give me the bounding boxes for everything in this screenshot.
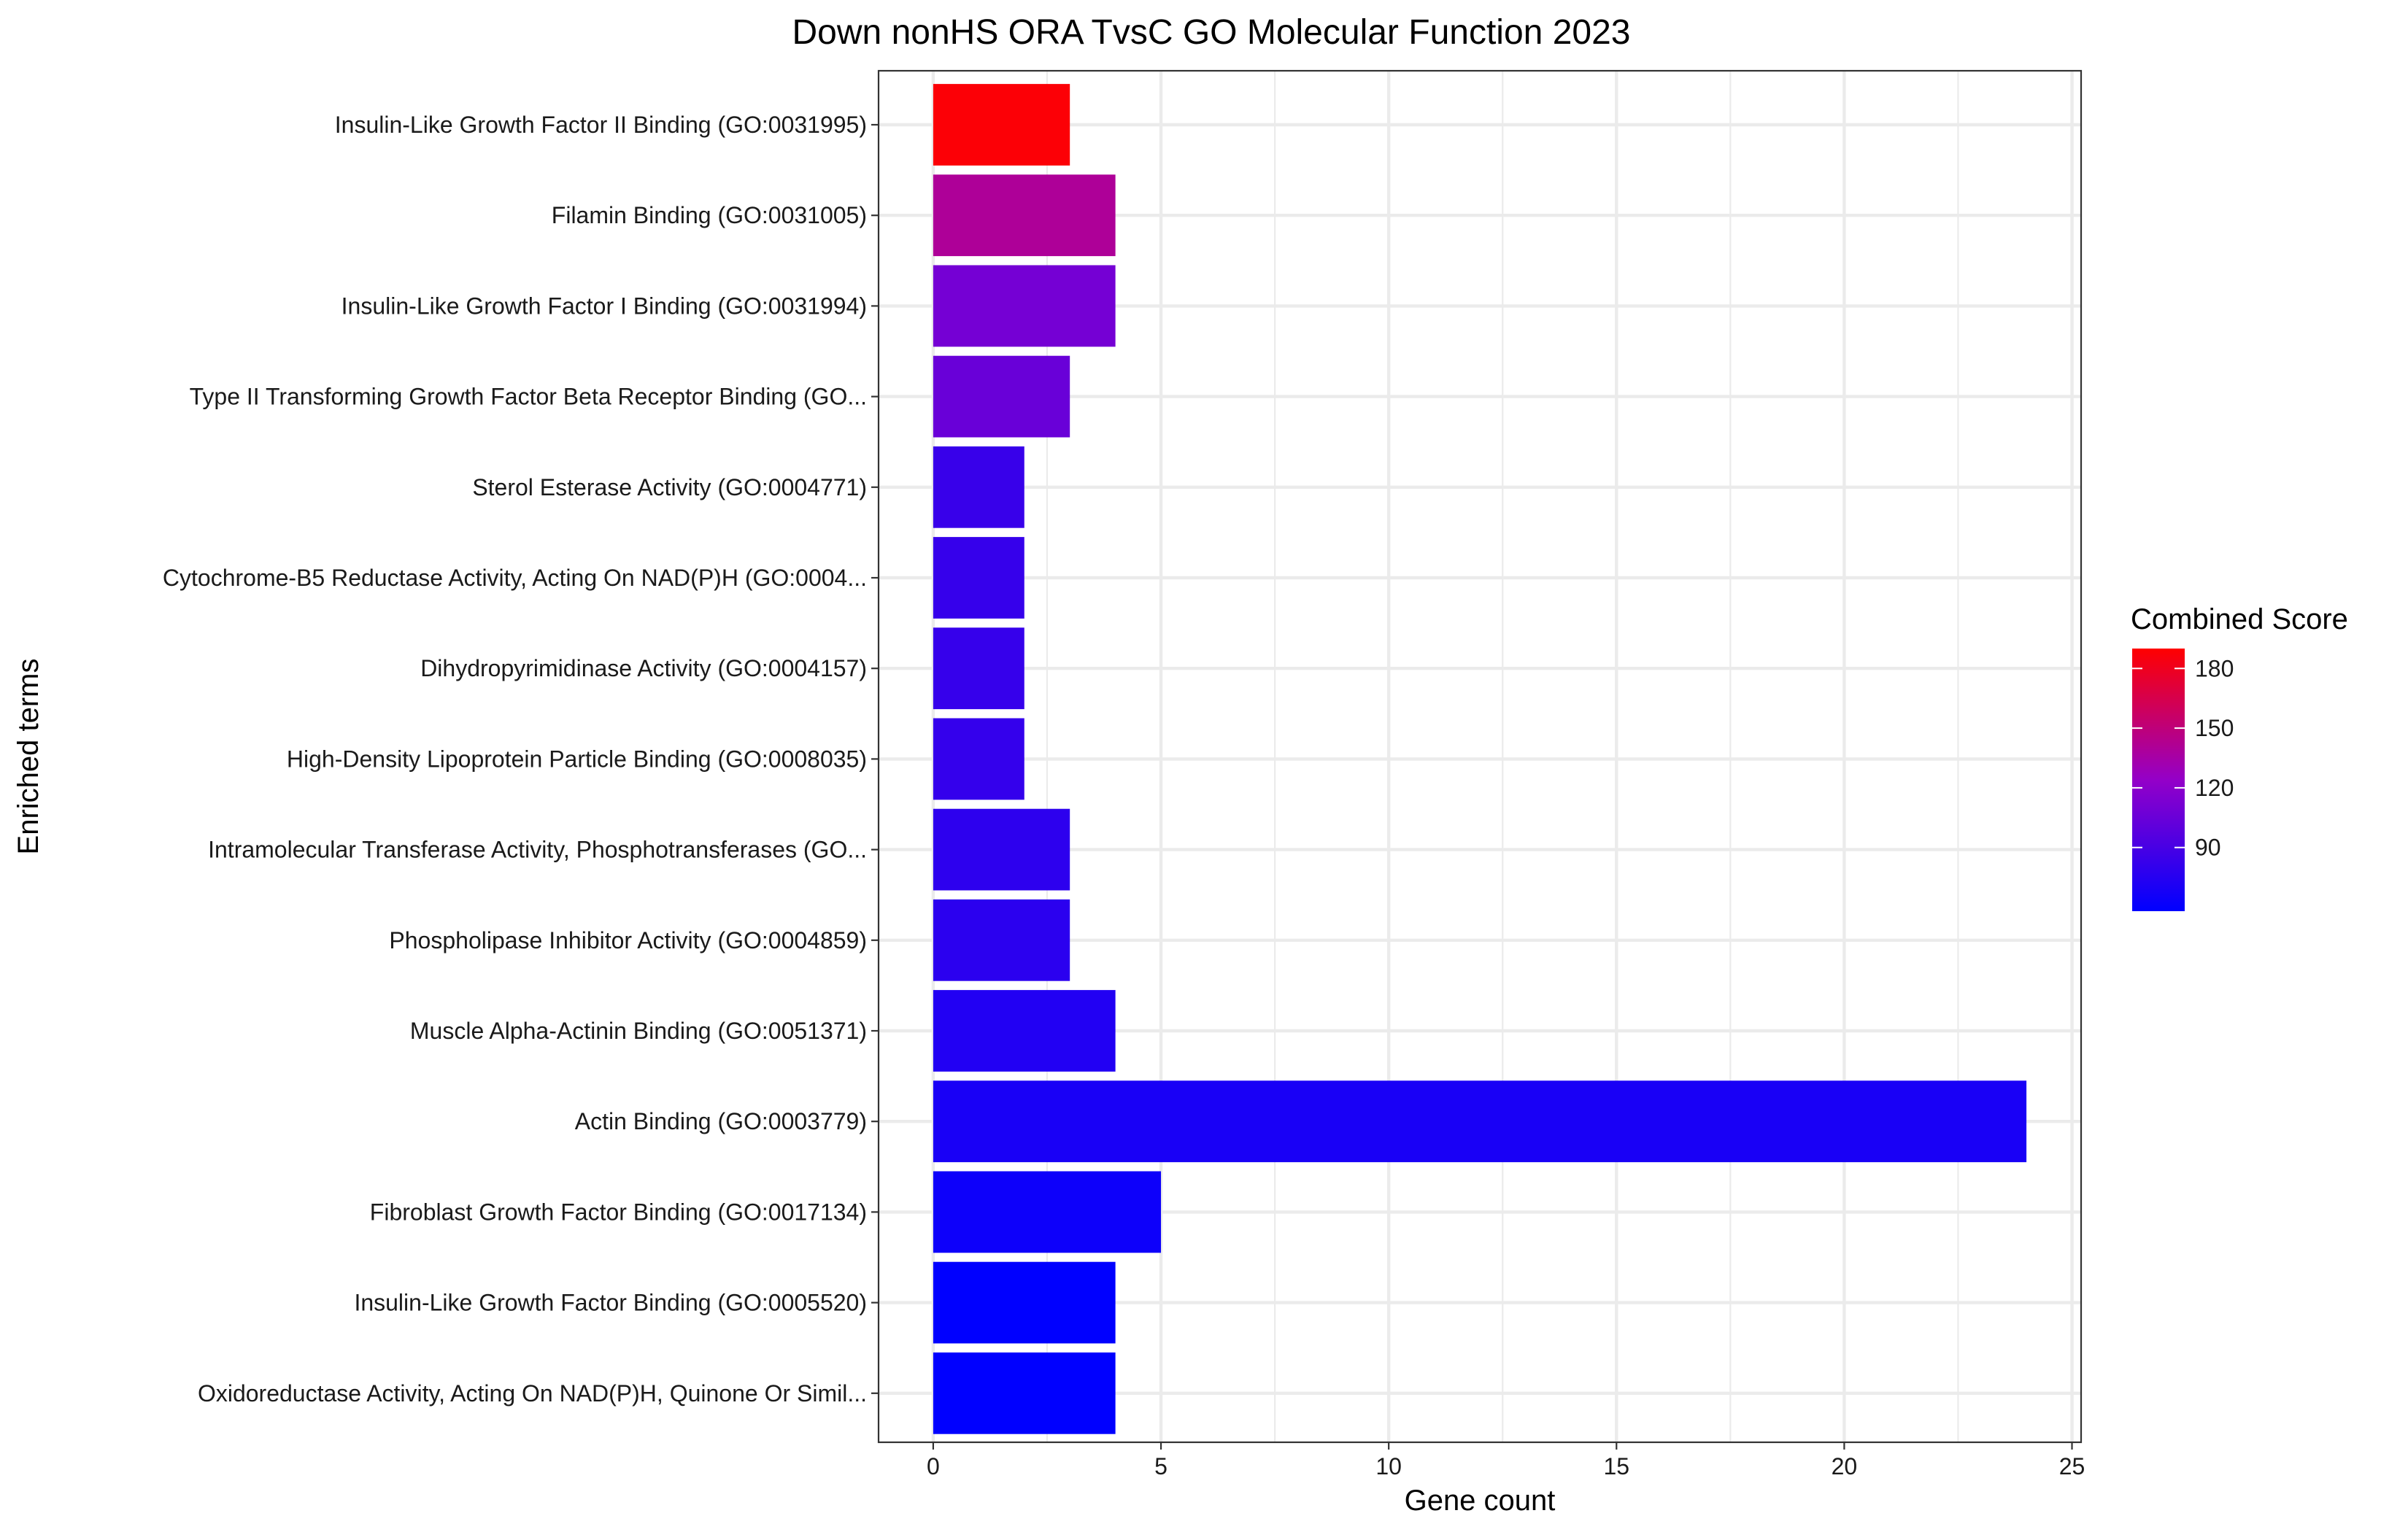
bar [933, 446, 1024, 528]
x-axis-ticks: 0 5 10 15 20 25 [927, 1442, 2085, 1479]
legend-tick-label: 150 [2195, 715, 2234, 741]
bar [933, 537, 1024, 619]
y-tick-label: Actin Binding (GO:0003779) [575, 1108, 867, 1134]
bar [933, 899, 1070, 981]
bar [933, 355, 1070, 438]
y-axis-title: Enriched terms [12, 659, 45, 855]
y-tick-label: Cytochrome-B5 Reductase Activity, Acting… [163, 565, 867, 591]
bar [933, 174, 1116, 257]
bar [933, 1261, 1116, 1344]
x-tick-label: 0 [927, 1453, 940, 1479]
y-axis-ticks: Insulin-Like Growth Factor II Binding (G… [163, 112, 879, 1407]
x-axis-title: Gene count [1405, 1485, 1556, 1517]
bar [933, 1352, 1116, 1434]
bars [933, 84, 2027, 1434]
bar [933, 265, 1116, 347]
chart-title: Down nonHS ORA TvsC GO Molecular Functio… [792, 13, 1631, 52]
y-tick-label: Insulin-Like Growth Factor II Binding (G… [335, 112, 867, 138]
x-tick-label: 25 [2059, 1453, 2085, 1479]
x-tick-label: 20 [1832, 1453, 1858, 1479]
y-tick-label: Sterol Esterase Activity (GO:0004771) [472, 474, 867, 500]
legend-tick-label: 90 [2195, 835, 2221, 861]
y-tick-label: Filamin Binding (GO:0031005) [552, 202, 867, 228]
bar [933, 1171, 1162, 1253]
x-tick-label: 10 [1375, 1453, 1402, 1479]
y-tick-label: Dihydropyrimidinase Activity (GO:0004157… [420, 655, 867, 681]
y-tick-label: Intramolecular Transferase Activity, Pho… [208, 837, 867, 863]
legend-tick-label: 180 [2195, 655, 2234, 681]
y-tick-label: High-Density Lipoprotein Particle Bindin… [287, 746, 867, 772]
y-tick-label: Muscle Alpha-Actinin Binding (GO:0051371… [410, 1018, 867, 1044]
y-tick-label: Fibroblast Growth Factor Binding (GO:001… [370, 1199, 867, 1225]
legend-ticks: 90 120 150 180 [2132, 655, 2234, 861]
bar [933, 1080, 2027, 1163]
y-tick-label: Oxidoreductase Activity, Acting On NAD(P… [198, 1380, 867, 1407]
color-legend: Combined Score 90 120 150 180 [2131, 603, 2348, 911]
grid-lines [879, 71, 2081, 1442]
plot-border [877, 69, 2083, 1444]
bar [933, 718, 1024, 800]
y-tick-label: Insulin-Like Growth Factor I Binding (GO… [341, 293, 867, 319]
legend-title: Combined Score [2131, 603, 2348, 635]
x-tick-label: 15 [1603, 1453, 1629, 1479]
bar [933, 627, 1024, 710]
y-tick-label: Insulin-Like Growth Factor Binding (GO:0… [354, 1290, 867, 1316]
bar [933, 84, 1070, 166]
bar [933, 990, 1116, 1072]
y-tick-label: Phospholipase Inhibitor Activity (GO:000… [389, 927, 867, 953]
legend-tick-label: 120 [2195, 775, 2234, 801]
x-tick-label: 5 [1154, 1453, 1168, 1479]
bar [933, 808, 1070, 891]
legend-color-bar [2132, 649, 2185, 911]
y-tick-label: Type II Transforming Growth Factor Beta … [190, 384, 867, 410]
